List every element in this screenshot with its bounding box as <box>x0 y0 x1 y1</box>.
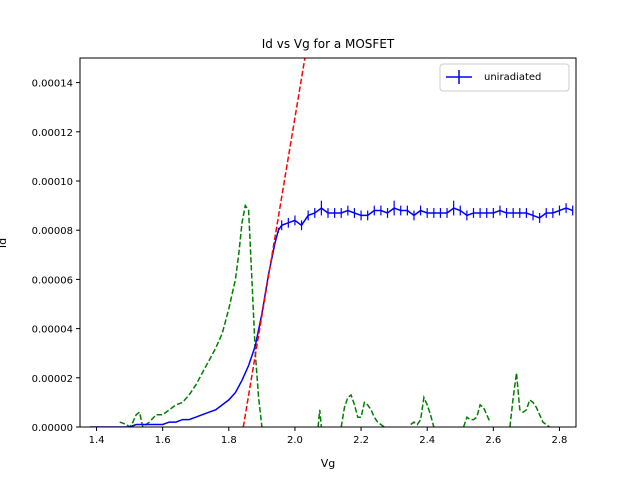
y-tick-label: 0.00002 <box>32 374 73 385</box>
x-axis-label: Vg <box>321 457 336 470</box>
legend-label: uniradiated <box>484 72 541 83</box>
y-tick-label: 0.00012 <box>32 128 73 139</box>
x-tick-label: 1.4 <box>89 435 105 446</box>
x-tick-label: 1.8 <box>221 435 237 446</box>
y-tick-label: 0.00014 <box>32 79 73 90</box>
x-tick-label: 1.6 <box>155 435 171 446</box>
series-2-line <box>119 203 550 427</box>
y-tick-label: 0.00008 <box>32 226 73 237</box>
plot-frame <box>79 57 577 428</box>
legend-frame <box>439 63 570 92</box>
y-axis-label: Id <box>0 238 9 248</box>
chart-title: Id vs Vg for a MOSFET <box>262 37 395 51</box>
plot-area <box>89 58 574 427</box>
x-tick-label: 2.2 <box>353 435 369 446</box>
series-0-line <box>89 207 573 427</box>
x-tick-label: 2.4 <box>419 435 435 446</box>
y-tick-label: 0.00000 <box>32 423 73 434</box>
x-tick-label: 2.6 <box>485 435 501 446</box>
series-1-line <box>242 58 306 427</box>
y-tick-label: 0.00006 <box>32 275 73 286</box>
y-tick-label: 0.00004 <box>32 325 73 336</box>
x-tick-label: 2.8 <box>552 435 568 446</box>
x-tick-label: 2.0 <box>287 435 303 446</box>
y-tick-label: 0.00010 <box>32 177 73 188</box>
legend: uniradiated <box>439 63 570 92</box>
axes: 1.4 1.6 1.8 2.0 2.2 2.4 2.6 2.8 0.00000 0.00002 0.… <box>32 57 577 446</box>
